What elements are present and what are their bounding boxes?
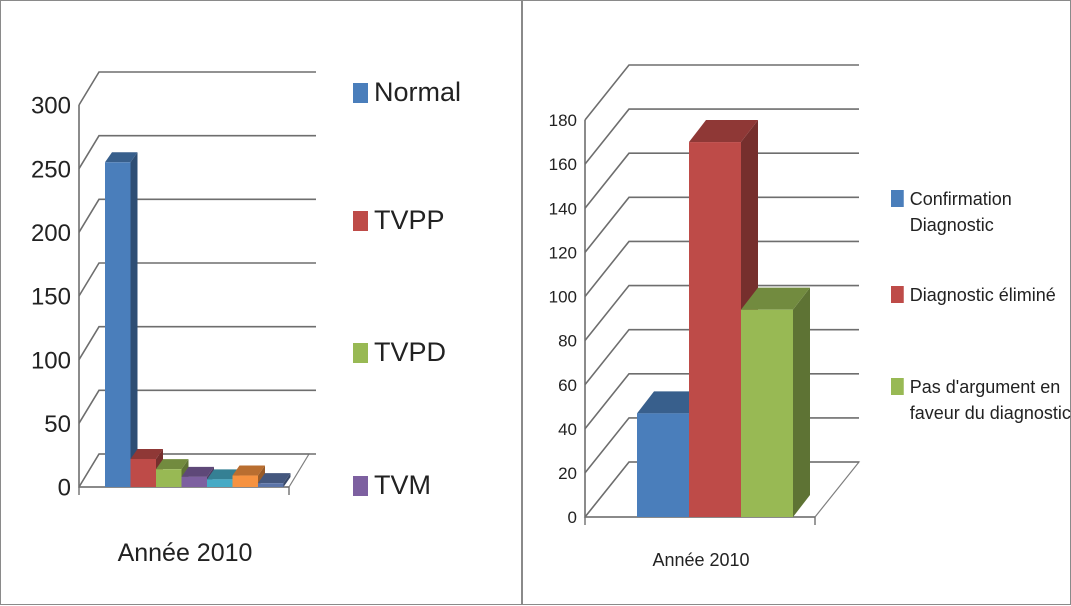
chart2-legend-swatch <box>891 286 904 303</box>
chart1-y-tick-label: 300 <box>31 93 71 120</box>
chart2-y-tick-label: 80 <box>558 332 577 351</box>
chart1-legend-swatch <box>353 476 368 496</box>
chart2-y-tick-label: 20 <box>558 464 577 483</box>
chart1-bar-front <box>207 479 233 487</box>
chart2-gridline <box>584 64 859 121</box>
chart1-legend-label: TVPD <box>374 337 446 367</box>
chart1-legend-label: TVPP <box>374 205 445 235</box>
chart1-bar-front <box>232 475 258 487</box>
chart1-legend-swatch <box>353 83 368 103</box>
chart1-legend-label: Normal <box>374 77 461 107</box>
chart2-y-tick-label: 120 <box>549 243 577 262</box>
chart1-y-tick-label: 100 <box>31 347 71 374</box>
chart2-category-label: Année 2010 <box>652 550 749 570</box>
chart2-legend-swatch <box>891 190 904 207</box>
chart1-gridline <box>78 325 316 361</box>
chart2-y-tick-label: 60 <box>558 376 577 395</box>
chart2-legend-label-line: Pas d'argument en <box>910 377 1061 397</box>
chart2-gridline <box>584 108 859 165</box>
chart1-bar-front <box>105 162 131 488</box>
chart1-y-tick-label: 0 <box>58 475 71 502</box>
chart2-bar-top <box>689 120 758 143</box>
chart2-bar-front <box>741 309 793 517</box>
chart2-y-tick-label: 40 <box>558 420 577 439</box>
chart2-bar-front <box>637 413 689 517</box>
chart2-y-tick-label: 140 <box>549 199 577 218</box>
chart2-legend-label-line: Confirmation <box>910 189 1012 209</box>
chart2-legend-label: Diagnostic éliminé <box>910 285 1056 305</box>
chart1-bar-top <box>232 465 265 476</box>
chart2-y-tick-label: 0 <box>568 508 577 527</box>
chart2-gridline <box>584 196 859 253</box>
chart2-legend-label-line: Diagnostic <box>910 215 994 235</box>
left-chart-panel: 0 50 100 150 200 250 300 Année 2010 Normal TVPP TV… <box>0 0 522 605</box>
chart1-gridline <box>78 389 316 424</box>
chart1-y-tick-label: 50 <box>44 411 71 438</box>
chart1-legend-swatch <box>353 343 368 363</box>
chart1-bar <box>105 152 138 488</box>
chart1-bar-front <box>181 476 207 487</box>
right-bar-chart: 0 20 40 60 80 100 120 140 160 180 Année 2010 Confir… <box>549 64 1071 570</box>
chart1-gridline <box>78 198 316 233</box>
right-chart-panel: 0 20 40 60 80 100 120 140 160 180 Année 2010 Confir… <box>522 0 1071 605</box>
chart1-legend-swatch <box>353 211 368 231</box>
chart1-y-tick-label: 250 <box>31 156 71 183</box>
chart2-gridline <box>584 284 859 342</box>
chart2-legend-label: Pas d'argument en faveur du diagnostic <box>910 377 1071 423</box>
chart1-bar <box>258 473 291 487</box>
chart1-bar-top <box>258 473 291 484</box>
chart2-y-tick-label: 100 <box>549 288 577 307</box>
chart2-bar-top <box>741 287 810 310</box>
chart1-bar-top <box>207 469 240 480</box>
left-bar-chart: 0 50 100 150 200 250 300 Année 2010 Normal TVPP TV… <box>31 71 461 567</box>
chart2-bar-side <box>793 287 810 517</box>
chart1-bar-top <box>105 152 138 163</box>
chart1-bar-top <box>130 448 163 459</box>
chart1-bar-top <box>181 466 214 477</box>
chart2-legend-label: Confirmation Diagnostic <box>910 189 1012 235</box>
chart1-gridline <box>78 453 316 488</box>
chart1-bar-side <box>130 152 138 488</box>
chart1-bar-front <box>258 483 284 487</box>
chart2-gridline <box>584 152 859 209</box>
chart2-y-tick-label: 160 <box>549 155 577 174</box>
chart1-bar-front <box>130 458 156 487</box>
chart1-y-tick-label: 200 <box>31 220 71 247</box>
chart2-bar-top <box>637 391 706 414</box>
chart1-gridline <box>78 71 316 106</box>
chart1-bar-side <box>283 473 291 487</box>
chart1-y-tick-label: 150 <box>31 284 71 311</box>
chart2-gridline <box>584 240 859 297</box>
chart2-legend-label-line: faveur du diagnostic <box>910 403 1071 423</box>
chart2-legend-swatch <box>891 378 904 395</box>
chart1-category-label: Année 2010 <box>118 539 253 567</box>
chart1-bar-top <box>156 459 189 470</box>
chart2-bar-front <box>689 142 741 518</box>
chart2-y-tick-label: 180 <box>549 111 577 130</box>
chart1-bar-front <box>156 469 182 487</box>
chart1-gridline <box>78 134 316 170</box>
chart1-gridline <box>78 262 316 297</box>
chart2-bar <box>741 287 810 517</box>
chart1-legend-label: TVM <box>374 470 431 500</box>
